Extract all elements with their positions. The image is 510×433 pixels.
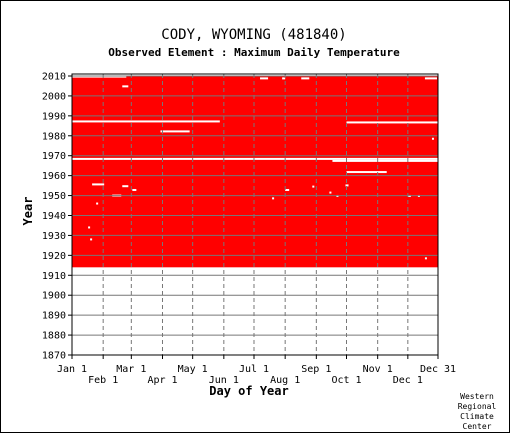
missing-data-segment: [424, 257, 427, 260]
x-tick-label: May 1: [178, 364, 208, 375]
missing-data-segment: [90, 238, 93, 241]
x-tick-label: Jun 1: [209, 375, 239, 386]
chart-title: CODY, WYOMING (481840): [161, 27, 346, 43]
credit-line: Climate: [460, 412, 494, 421]
missing-data-segment: [72, 157, 438, 160]
x-tick-label: Jul 1: [239, 364, 269, 375]
x-tick-label: Oct 1: [331, 375, 361, 386]
y-tick-label: 1930: [42, 231, 66, 242]
plot-border: [71, 73, 439, 356]
missing-data-segment: [424, 77, 437, 80]
missing-data-segment: [312, 185, 315, 188]
y-tick-label: 1960: [42, 171, 66, 182]
missing-data-segment: [260, 77, 269, 80]
missing-data-segment: [88, 226, 91, 229]
missing-data-segment: [92, 183, 105, 186]
missing-data-segment: [346, 171, 387, 174]
missing-data-segment: [160, 130, 190, 133]
missing-data-segment: [329, 191, 332, 194]
missing-data-segment: [285, 188, 290, 191]
credit-block: Western Regional Climate Center: [458, 392, 497, 431]
x-tick-label: Dec 1: [393, 375, 423, 386]
y-axis-label: Year: [21, 197, 35, 226]
y-tick-label: 1910: [42, 271, 66, 282]
missing-data-segment: [332, 159, 438, 162]
x-tick-label: Mar 1: [116, 364, 146, 375]
y-tick-label: 1890: [42, 311, 66, 322]
chart-subtitle: Observed Element : Maximum Daily Tempera…: [108, 46, 400, 59]
x-tick-label: Aug 1: [270, 375, 300, 386]
missing-data-segment: [345, 184, 349, 187]
y-tick-label: 1950: [42, 191, 66, 202]
missing-data-segment: [282, 77, 286, 80]
missing-data-segment: [132, 188, 137, 191]
y-tick-label: 1970: [42, 151, 66, 162]
missing-data-segment: [122, 185, 129, 188]
data-layer: [72, 75, 438, 268]
grid-layer: [71, 73, 439, 356]
missing-data-segment: [72, 75, 127, 78]
y-axis-ticks: 2010 2000 1990 1980 1970 1960 1950 1940 1930 1920…: [42, 71, 72, 362]
credit-line: Regional: [458, 402, 497, 411]
y-tick-label: 1980: [42, 131, 66, 142]
y-tick-label: 1900: [42, 291, 66, 302]
missing-data-segment: [96, 202, 99, 205]
y-tick-label: 1990: [42, 111, 66, 122]
missing-data-segment: [301, 77, 310, 80]
missing-data-segment: [122, 85, 129, 88]
missing-data-segment: [431, 137, 434, 140]
x-axis-ticks: Jan 1 Mar 1 May 1 Jul 1 Sep 1 Nov 1 Dec 31 Feb …: [57, 355, 456, 386]
missing-data-segment: [346, 121, 438, 124]
x-tick-label: Feb 1: [88, 375, 118, 386]
x-tick-label: Dec 31: [420, 364, 456, 375]
x-tick-label: Sep 1: [301, 364, 331, 375]
credit-line: Center: [463, 422, 492, 431]
y-tick-label: 1940: [42, 211, 66, 222]
y-tick-label: 2000: [42, 91, 66, 102]
missing-data-segment: [272, 197, 275, 200]
y-tick-label: 1870: [42, 351, 66, 362]
y-tick-label: 2010: [42, 71, 66, 82]
x-axis-label: Day of Year: [209, 384, 288, 398]
x-tick-label: Nov 1: [363, 364, 393, 375]
x-tick-label: Jan 1: [57, 364, 87, 375]
x-tick-label: Apr 1: [147, 375, 177, 386]
missing-data-segment: [72, 120, 220, 123]
y-tick-label: 1880: [42, 331, 66, 342]
y-tick-label: 1920: [42, 251, 66, 262]
credit-line: Western: [460, 392, 494, 401]
